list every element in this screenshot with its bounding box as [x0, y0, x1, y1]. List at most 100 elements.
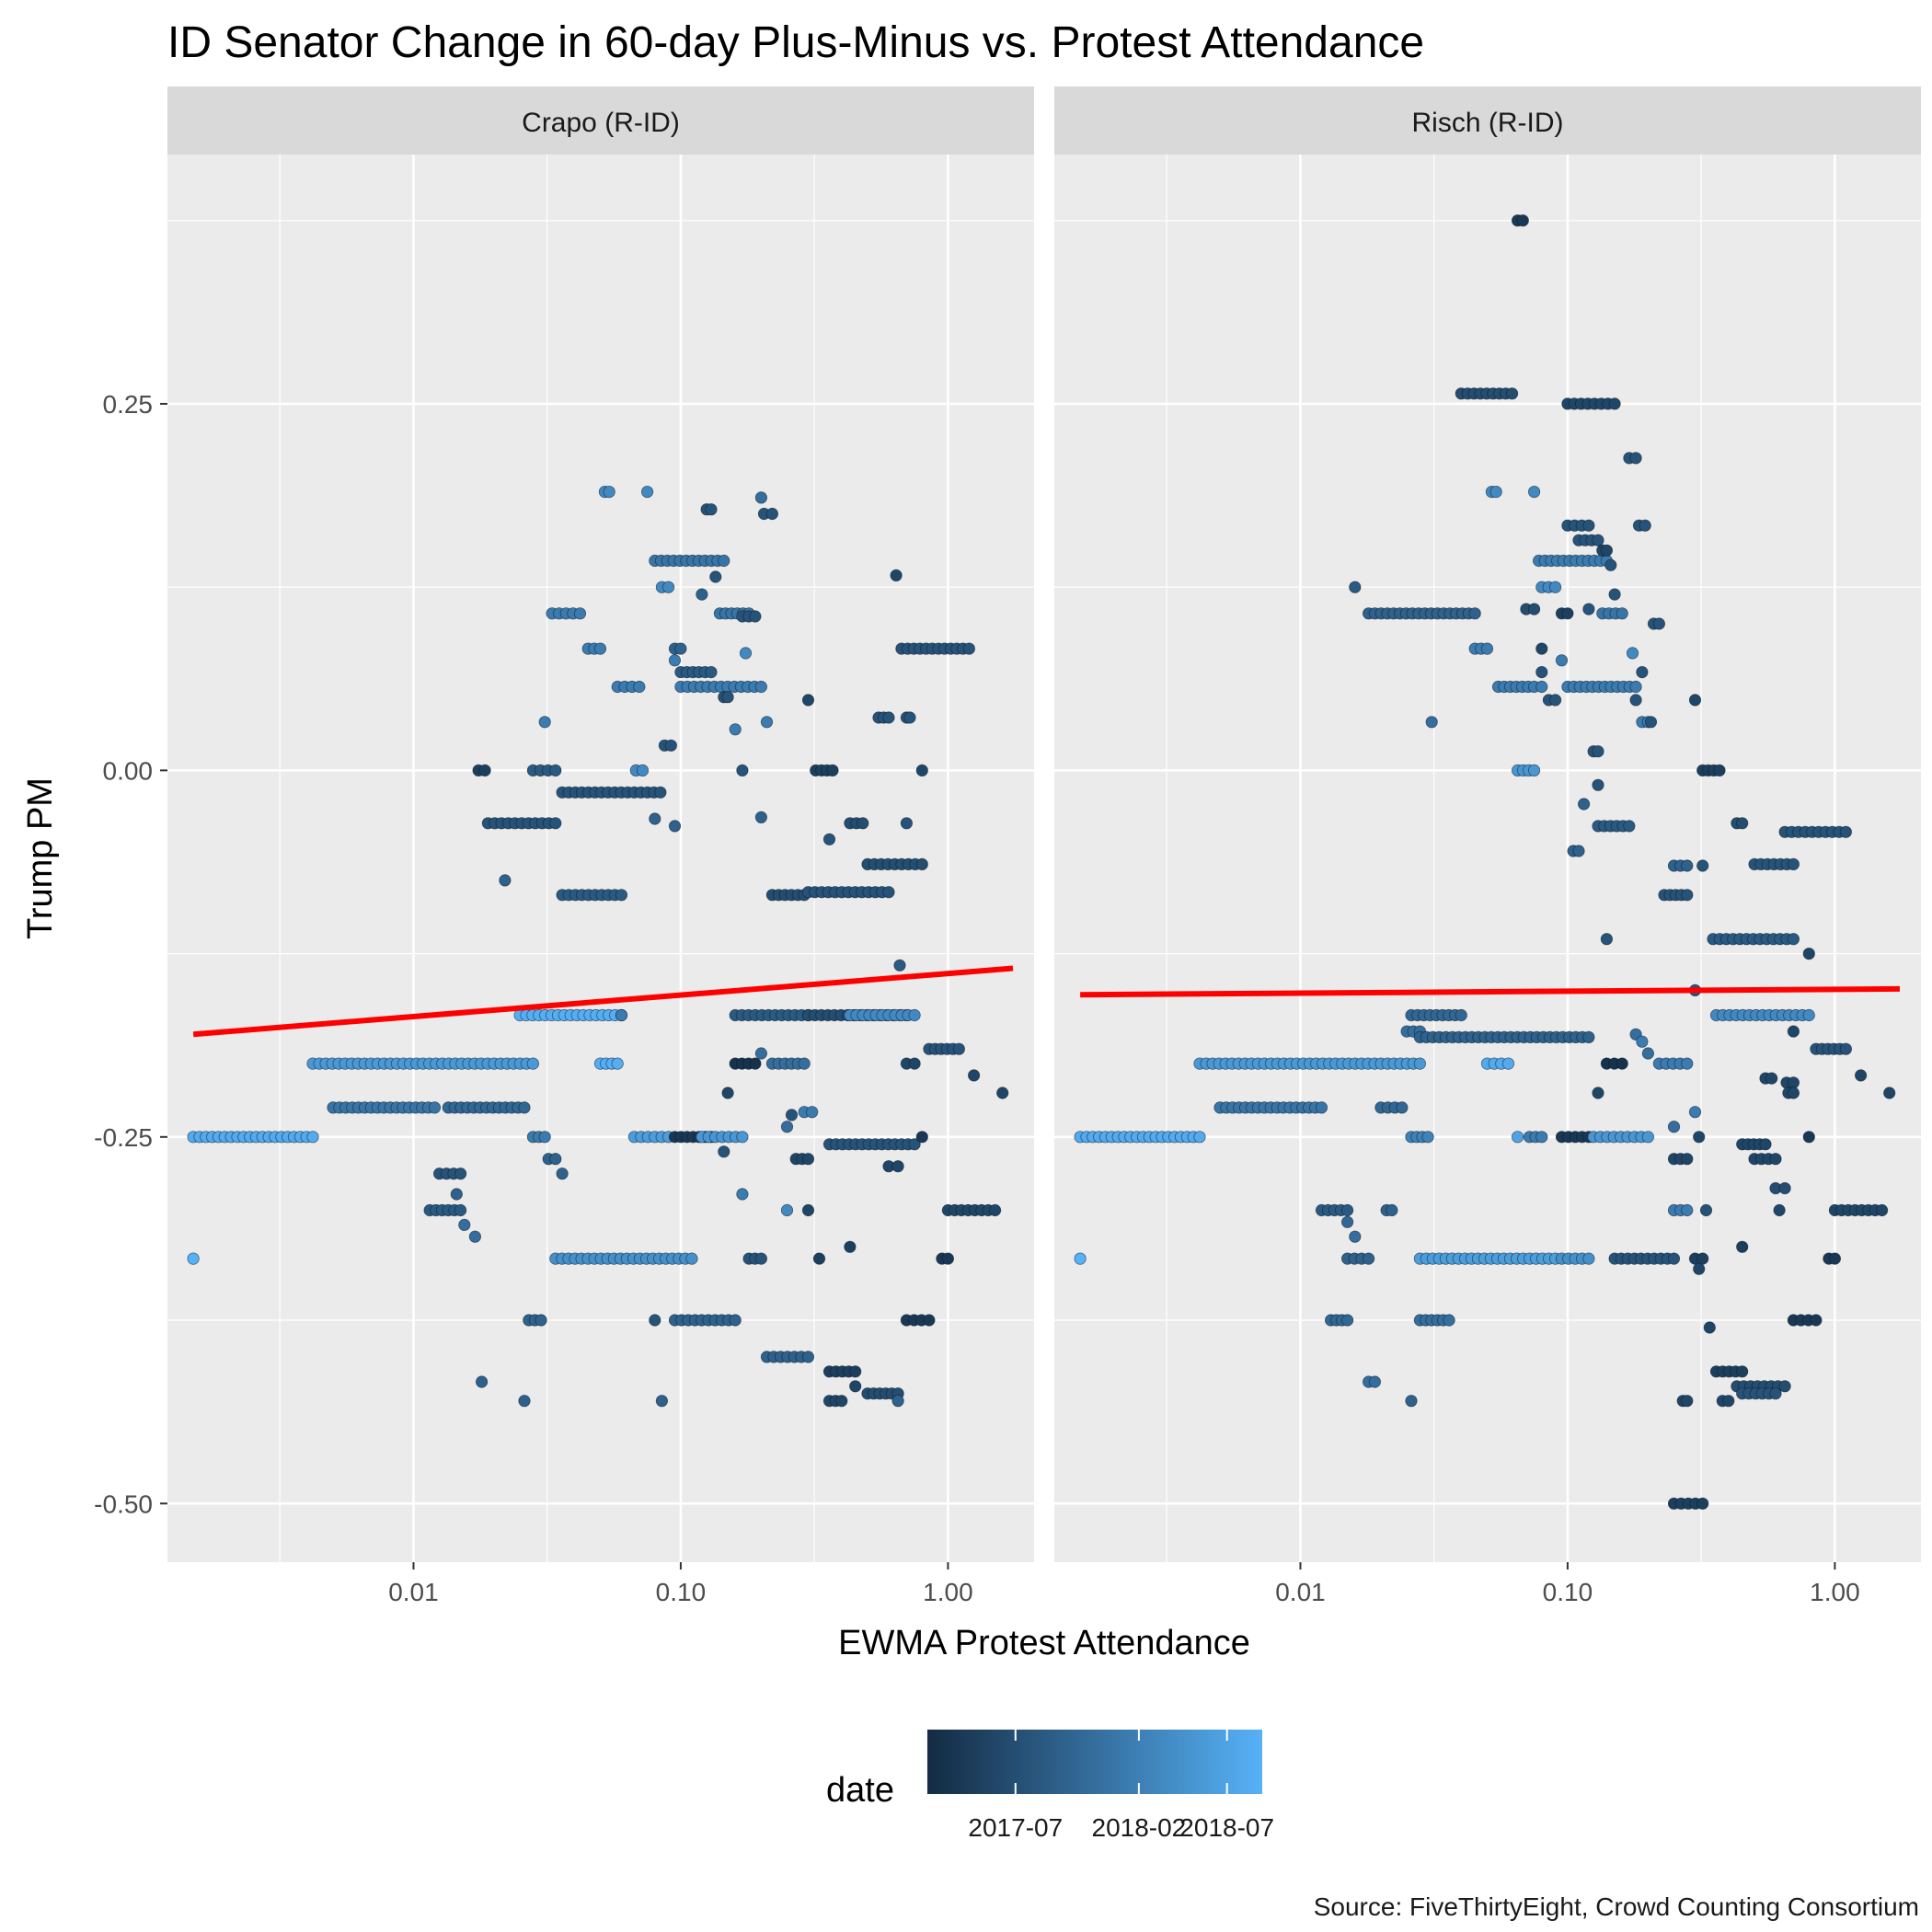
- y-tick-label: -0.25: [94, 1123, 153, 1152]
- data-point: [615, 889, 628, 902]
- data-point: [801, 1203, 815, 1217]
- data-point: [1681, 1203, 1694, 1217]
- data-point: [538, 716, 551, 729]
- data-point: [649, 812, 661, 825]
- data-point: [1341, 1314, 1354, 1327]
- data-point: [798, 1057, 811, 1070]
- data-point: [526, 1057, 540, 1070]
- data-point: [1549, 694, 1562, 707]
- data-point: [749, 610, 762, 623]
- data-point: [915, 1131, 928, 1144]
- points: [1074, 214, 1896, 1510]
- data-point: [890, 569, 903, 582]
- data-point: [826, 764, 839, 777]
- data-point: [633, 680, 646, 694]
- data-point: [736, 1131, 749, 1144]
- data-point: [1561, 607, 1574, 620]
- data-point: [941, 1252, 955, 1265]
- data-point: [1535, 1131, 1548, 1144]
- data-point: [736, 1188, 749, 1201]
- data-point: [1736, 817, 1749, 830]
- data-point: [882, 886, 895, 899]
- data-point: [1501, 1057, 1515, 1070]
- y-tick-label: -0.50: [94, 1489, 153, 1518]
- data-point: [1681, 859, 1694, 872]
- data-point: [1652, 617, 1666, 630]
- data-point: [573, 607, 587, 620]
- data-point: [1468, 607, 1481, 620]
- data-point: [765, 507, 779, 521]
- data-point: [1549, 581, 1562, 593]
- data-point: [1722, 1395, 1735, 1408]
- x-ticks: 0.01 0.10 1.00: [1275, 1562, 1860, 1606]
- data-point: [705, 503, 718, 516]
- data-point: [1839, 1042, 1853, 1055]
- panel-risch: Risch (R-ID) 0.01 0.10 1.00: [1054, 86, 1921, 1606]
- panel-background: [1054, 155, 1921, 1562]
- data-point: [1681, 889, 1694, 902]
- data-point: [535, 1314, 547, 1327]
- data-point: [1778, 1380, 1791, 1393]
- data-point: [1074, 1252, 1087, 1265]
- data-point: [428, 1101, 442, 1114]
- trend-layer: [192, 965, 1014, 1038]
- data-point: [538, 1131, 551, 1144]
- data-point: [1629, 452, 1642, 465]
- data-point: [1810, 1314, 1823, 1327]
- data-point: [187, 1252, 200, 1265]
- data-point: [499, 874, 512, 887]
- data-point: [668, 820, 682, 833]
- data-point: [908, 1057, 921, 1070]
- x-tick-label: 1.00: [923, 1578, 973, 1606]
- data-point: [674, 642, 687, 655]
- data-point: [1528, 603, 1541, 615]
- caption: Source: FiveThirtyEight, Crowd Counting …: [1314, 1892, 1919, 1921]
- data-point: [962, 642, 976, 655]
- data-point: [1765, 1072, 1778, 1085]
- data-point: [1641, 1047, 1655, 1060]
- panel-background: [167, 155, 1034, 1562]
- data-point: [1688, 694, 1702, 707]
- data-point: [1480, 642, 1494, 655]
- data-point: [1644, 716, 1658, 729]
- data-point: [1839, 825, 1853, 838]
- data-point: [749, 1057, 762, 1070]
- facet-strip: [1054, 86, 1921, 155]
- data-point: [1629, 694, 1642, 707]
- points: [187, 485, 1009, 1408]
- data-point: [1582, 1030, 1595, 1044]
- data-point: [1555, 654, 1569, 667]
- data-point: [780, 1203, 794, 1217]
- trend-layer: [1080, 985, 1901, 998]
- data-point: [812, 1252, 826, 1265]
- data-point: [1693, 1262, 1706, 1275]
- data-point: [1608, 397, 1621, 410]
- data-point: [996, 1087, 1009, 1099]
- data-point: [849, 1365, 862, 1378]
- data-point: [801, 1153, 815, 1166]
- data-point: [1639, 519, 1651, 532]
- data-point: [729, 723, 742, 736]
- data-point: [718, 1145, 730, 1158]
- data-point: [754, 1252, 768, 1265]
- facet-strip-label: Risch (R-ID): [1412, 108, 1564, 138]
- legend-colorbar: [927, 1730, 1262, 1794]
- data-point: [1341, 1215, 1354, 1228]
- data-point: [649, 1314, 661, 1327]
- data-point: [1828, 1252, 1842, 1265]
- x-axis-title: EWMA Protest Attendance: [838, 1624, 1250, 1662]
- data-point: [1616, 1057, 1628, 1070]
- data-point: [1535, 680, 1548, 694]
- data-point: [754, 811, 768, 824]
- data-point: [705, 665, 718, 679]
- data-point: [908, 1008, 921, 1022]
- data-point: [1582, 603, 1595, 615]
- data-point: [1489, 485, 1502, 499]
- data-point: [1516, 214, 1529, 227]
- data-point: [306, 1131, 319, 1144]
- x-tick-label: 1.00: [1810, 1578, 1860, 1606]
- data-point: [1535, 665, 1548, 679]
- data-point: [1696, 1497, 1709, 1510]
- data-point: [729, 1314, 742, 1327]
- data-point: [1528, 485, 1541, 499]
